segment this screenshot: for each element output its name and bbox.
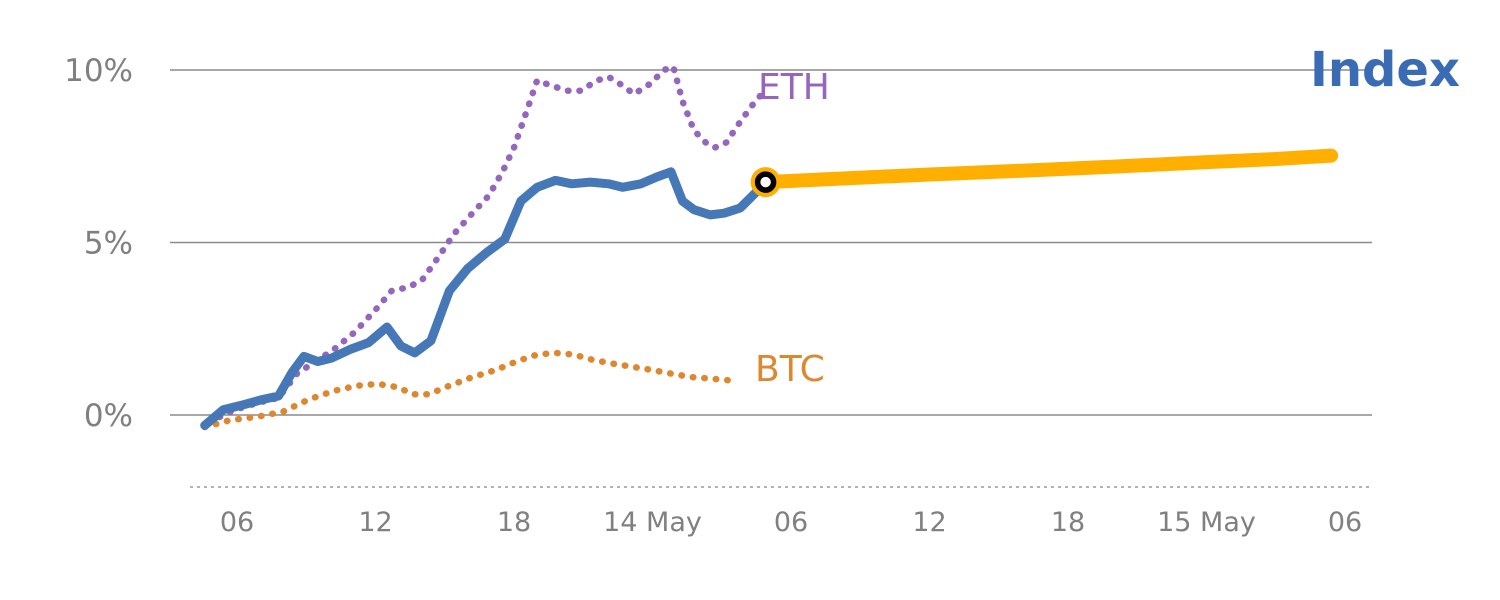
btc-series-label: BTC: [755, 349, 825, 390]
x-axis-label-18: 18: [497, 507, 531, 538]
x-axis-label-06: 06: [774, 507, 808, 538]
y-axis-label-10%: 10%: [64, 53, 133, 89]
x-axis-label-06: 06: [1328, 507, 1362, 538]
x-axis-label-12: 12: [912, 507, 946, 538]
index-series-label: Index: [1310, 42, 1460, 98]
series-index-line: [200, 167, 771, 430]
current-point-marker: [754, 171, 777, 193]
x-axis-label-06: 06: [220, 507, 254, 538]
series-index-forecast-line: [758, 148, 1339, 190]
x-axis-label-15-may: 15 May: [1157, 507, 1256, 538]
y-axis-label-0%: 0%: [84, 398, 133, 434]
x-axis-label-18: 18: [1051, 507, 1085, 538]
x-axis-label-12: 12: [358, 507, 392, 538]
eth-series-label: ETH: [758, 67, 830, 108]
series-eth-line: [206, 63, 767, 426]
series-btc-line: [201, 349, 735, 431]
x-axis-label-14-may: 14 May: [603, 507, 702, 538]
y-axis-label-5%: 5%: [84, 226, 133, 262]
